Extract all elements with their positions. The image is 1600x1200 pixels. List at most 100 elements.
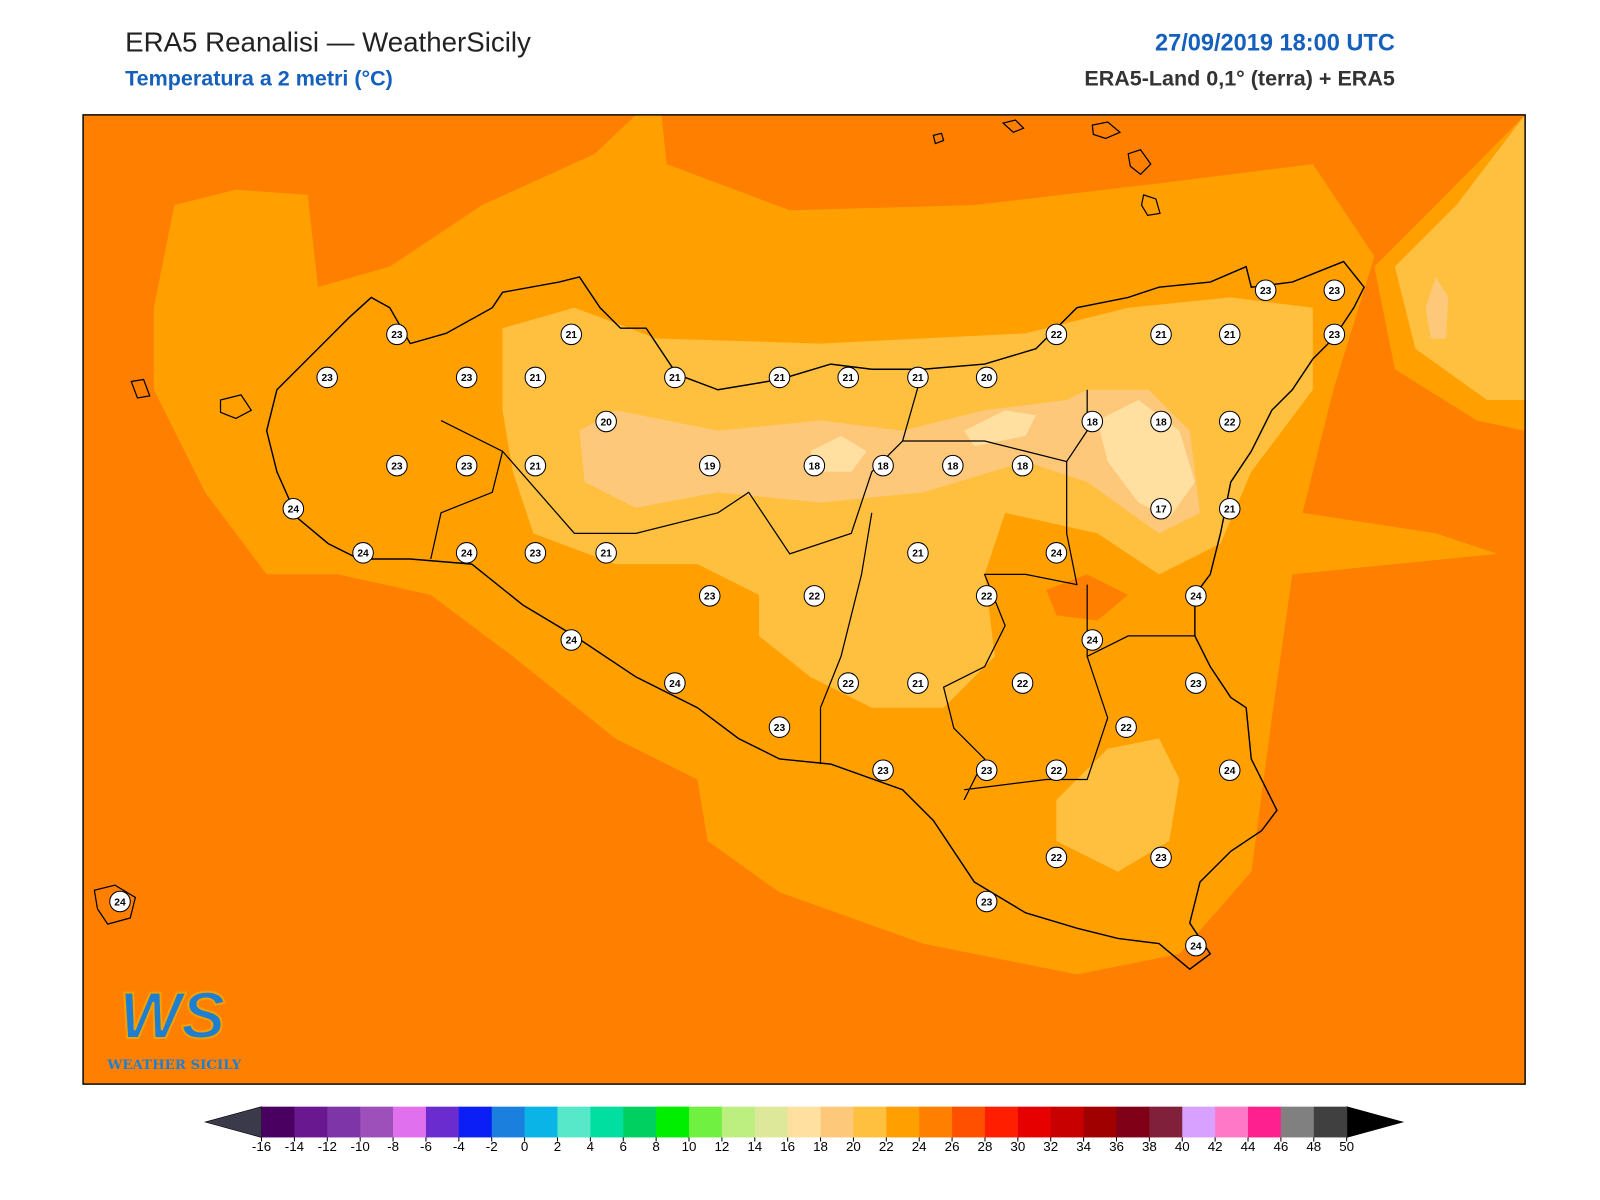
- station-marker: [282, 497, 305, 520]
- colorbar-segment: [853, 1106, 887, 1138]
- station: 23: [975, 890, 998, 913]
- colorbar-tick-label: 22: [879, 1139, 894, 1154]
- colorbar-tick-label: 38: [1142, 1139, 1157, 1154]
- station-marker: [837, 366, 859, 389]
- station: 22: [803, 585, 826, 607]
- colorbar-tick-label: 10: [682, 1139, 697, 1154]
- colorbar-over: [1346, 1106, 1405, 1138]
- colorbar-segment: [754, 1106, 789, 1138]
- station-value: 22: [809, 592, 821, 603]
- station: 24: [1045, 542, 1068, 564]
- colorbar-tick-label: 50: [1339, 1139, 1354, 1154]
- colorbar-tick-label: -14: [285, 1139, 305, 1154]
- colorbar: -16 -14 -12 -10 -8 -6 -4 -2 0 2 4 6 8 10 12 14 16 18 20 22 2…: [203, 1106, 1405, 1154]
- station-value: 22: [981, 592, 993, 603]
- station: 24: [455, 542, 478, 564]
- station-value: 17: [1155, 504, 1167, 515]
- colorbar-segment: [1116, 1106, 1150, 1138]
- station-value: 21: [912, 373, 924, 384]
- station-value: 21: [1224, 330, 1236, 341]
- station-value: 24: [288, 504, 300, 515]
- station: 20: [975, 366, 998, 389]
- colorbar-segment: [491, 1106, 526, 1138]
- station-marker: [560, 629, 583, 651]
- station: 23: [698, 585, 721, 607]
- station: 24: [352, 542, 374, 564]
- station-marker: [1115, 716, 1137, 738]
- station-marker: [1218, 759, 1241, 782]
- colorbar-segment: [557, 1106, 591, 1138]
- colorbar-segment: [1313, 1106, 1348, 1138]
- field-20-22: [1056, 738, 1180, 872]
- station-marker: [386, 454, 408, 477]
- station: 24: [1218, 759, 1241, 782]
- colorbar-segment: [1248, 1106, 1282, 1138]
- station: 19: [698, 454, 721, 477]
- station-value: 23: [704, 592, 716, 603]
- station-marker: [1045, 759, 1068, 782]
- station-marker: [803, 454, 826, 477]
- station-value: 23: [1329, 330, 1341, 341]
- colorbar-tick-label: 44: [1241, 1139, 1256, 1154]
- station-value: 24: [1224, 766, 1236, 777]
- station-value: 24: [114, 897, 126, 908]
- colorbar-tick-label: -4: [453, 1139, 465, 1154]
- colorbar-segment: [360, 1106, 394, 1138]
- station-value: 22: [1224, 417, 1236, 428]
- station-marker: [837, 672, 859, 694]
- colorbar-tick-label: -16: [252, 1139, 271, 1154]
- colorbar-segment: [1182, 1106, 1216, 1138]
- station-value: 18: [1087, 417, 1099, 428]
- station: 18: [1011, 454, 1034, 477]
- station: 22: [1045, 323, 1068, 346]
- station-value: 18: [947, 461, 959, 472]
- station: 23: [455, 454, 478, 477]
- colorbar-segment: [261, 1106, 295, 1138]
- colorbar-segment: [294, 1106, 328, 1138]
- station-value: 18: [809, 461, 821, 472]
- colorbar-tick-label: 2: [554, 1139, 561, 1154]
- station-value: 22: [1017, 679, 1029, 690]
- station-value: 21: [530, 461, 542, 472]
- station-value: 21: [600, 549, 612, 560]
- station: 24: [560, 629, 583, 651]
- station-value: 22: [1051, 853, 1063, 864]
- station: 24: [1185, 585, 1207, 607]
- colorbar-tick-label: 6: [620, 1139, 627, 1154]
- station: 24: [1081, 629, 1104, 651]
- field-16-18: [1097, 400, 1195, 518]
- colorbar-segment: [1083, 1106, 1118, 1138]
- station-value: 21: [912, 549, 924, 560]
- station-value: 23: [981, 766, 993, 777]
- station: 21: [524, 454, 547, 477]
- colorbar-tick-label: 48: [1306, 1139, 1321, 1154]
- station-marker: [1045, 846, 1068, 869]
- map: 23 21 23 23 21 21 21 21 21 20 22 21 21 23 23 23 20 18 18 22…: [82, 114, 1526, 1085]
- colorbar-under: [203, 1106, 262, 1138]
- station-marker: [1185, 585, 1207, 607]
- station: 22: [975, 585, 998, 607]
- station-marker: [942, 454, 964, 477]
- station-marker: [1150, 497, 1172, 520]
- colorbar-segment: [656, 1106, 690, 1138]
- station-marker: [560, 323, 583, 346]
- station: 20: [595, 410, 617, 433]
- station-marker: [907, 542, 929, 564]
- colorbar-tick-label: -2: [486, 1139, 498, 1154]
- station: 22: [1115, 716, 1137, 738]
- station-value: 24: [461, 549, 473, 560]
- station-marker: [1218, 323, 1241, 346]
- colorbar-tick-label: 32: [1043, 1139, 1058, 1154]
- station-value: 24: [1190, 941, 1202, 952]
- station-marker: [698, 454, 721, 477]
- station: 23: [872, 759, 894, 782]
- station: 23: [1254, 279, 1277, 302]
- station: 21: [907, 542, 929, 564]
- station-value: 23: [1190, 679, 1202, 690]
- colorbar-tick-label: 46: [1273, 1139, 1288, 1154]
- datetime: 27/09/2019 18:00 UTC: [1155, 29, 1395, 55]
- station-value: 22: [843, 679, 855, 690]
- station: 23: [1150, 846, 1172, 869]
- station-value: 24: [1051, 549, 1063, 560]
- station-value: 21: [912, 679, 924, 690]
